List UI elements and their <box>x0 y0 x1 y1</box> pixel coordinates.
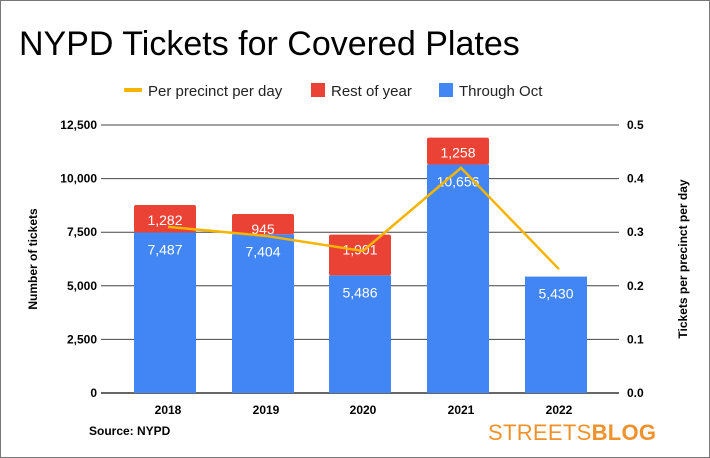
bar-rest-of-year <box>427 137 489 165</box>
y-tick-label: 7,500 <box>67 225 97 239</box>
x-tick-label: 2019 <box>253 403 280 417</box>
y-tick-label: 10,000 <box>60 172 97 186</box>
x-tick-label: 2022 <box>546 403 573 417</box>
data-label-through-oct: 7,487 <box>147 241 182 257</box>
logo-bold: BLOG <box>591 420 657 445</box>
bar-rest-of-year <box>134 204 196 233</box>
y-tick-label: 5,000 <box>67 279 97 293</box>
streetsblog-logo: STREETSBLOG <box>488 420 656 446</box>
y-tick-label: 0 <box>90 386 97 400</box>
y2-tick-label: 0.3 <box>627 225 644 239</box>
legend-line-swatch <box>124 88 142 92</box>
legend-label: Per precinct per day <box>148 83 283 100</box>
chart-title: NYPD Tickets for Covered Plates <box>19 25 520 63</box>
bar-through-oct <box>329 275 391 393</box>
data-label-rest-of-year: 945 <box>251 221 275 237</box>
y2-tick-label: 0.1 <box>627 332 644 346</box>
legend-square-swatch <box>311 83 325 97</box>
logo-light: STREETS <box>488 420 592 445</box>
bar-through-oct <box>134 232 196 393</box>
y2-tick-label: 0.5 <box>627 118 644 132</box>
y-tick-label: 2,500 <box>67 332 97 346</box>
x-tick-label: 2021 <box>448 403 475 417</box>
bar-through-oct <box>525 276 587 393</box>
bar-through-oct <box>232 234 294 393</box>
x-tick-label: 2020 <box>350 403 377 417</box>
legend-label: Through Oct <box>459 83 543 100</box>
y2-tick-label: 0.4 <box>627 172 644 186</box>
y2-axis-title: Tickets per precinct per day <box>676 179 690 339</box>
bar-rest-of-year <box>232 213 294 235</box>
bar-rest-of-year <box>329 234 391 276</box>
legend-square-swatch <box>439 83 453 97</box>
bar-through-oct <box>427 164 489 393</box>
data-label-through-oct: 7,404 <box>245 243 280 259</box>
legend-label: Rest of year <box>331 83 412 100</box>
data-label-rest-of-year: 1,282 <box>147 212 182 228</box>
x-tick-label: 2018 <box>155 403 182 417</box>
y2-tick-label: 0.0 <box>627 386 644 400</box>
data-label-through-oct: 5,486 <box>342 284 377 300</box>
source-note: Source: NYPD <box>89 424 171 438</box>
y-tick-label: 12,500 <box>60 118 97 132</box>
y2-tick-label: 0.2 <box>627 279 644 293</box>
data-label-through-oct: 5,430 <box>538 286 573 302</box>
y-axis-title: Number of tickets <box>26 208 40 310</box>
data-label-rest-of-year: 1,258 <box>440 145 475 161</box>
